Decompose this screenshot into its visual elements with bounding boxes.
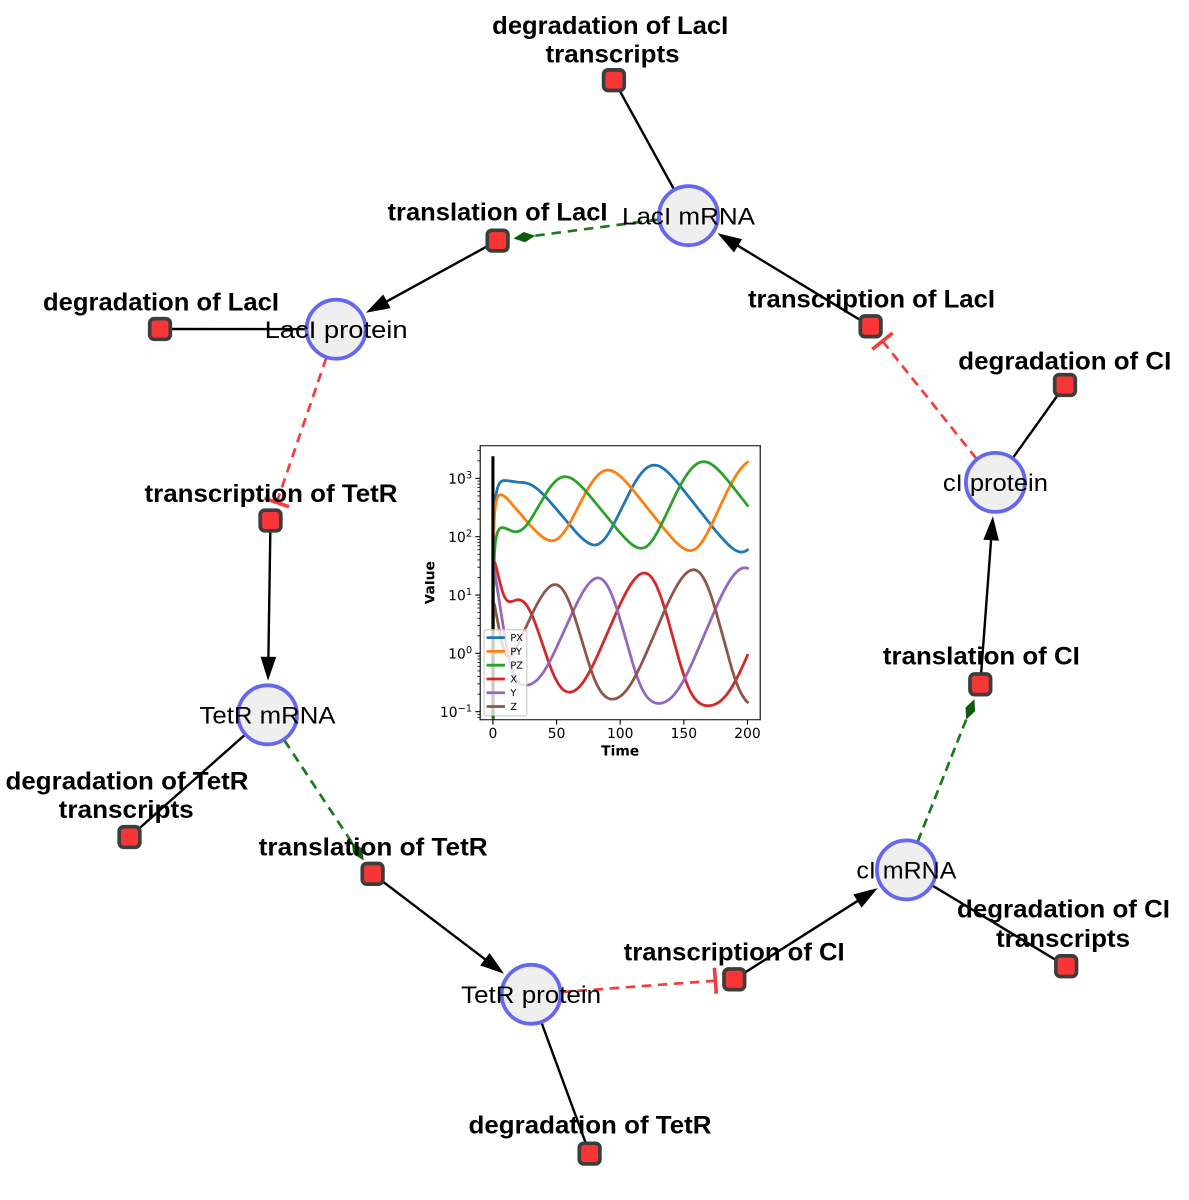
svg-text:LacI protein: LacI protein [265, 317, 408, 344]
svg-text:TetR protein: TetR protein [461, 982, 601, 1009]
svg-text:degradation of CI: degradation of CI [958, 348, 1171, 376]
svg-text:degradation of CI: degradation of CI [957, 896, 1170, 924]
svg-text:transcription of CI: transcription of CI [624, 939, 845, 967]
svg-text:translation of CI: translation of CI [883, 643, 1080, 671]
svg-text:cI protein: cI protein [943, 470, 1048, 497]
svg-text:translation of TetR: translation of TetR [259, 834, 488, 862]
svg-text:LacI mRNA: LacI mRNA [622, 203, 755, 230]
svg-text:transcripts: transcripts [59, 796, 194, 824]
svg-text:transcription of TetR: transcription of TetR [145, 480, 398, 508]
svg-text:transcripts: transcripts [546, 40, 680, 68]
svg-text:degradation of LacI: degradation of LacI [492, 12, 728, 40]
svg-text:TetR mRNA: TetR mRNA [200, 702, 336, 729]
svg-text:cI mRNA: cI mRNA [856, 858, 956, 885]
svg-text:degradation of TetR: degradation of TetR [6, 767, 249, 795]
svg-text:transcription of LacI: transcription of LacI [748, 286, 995, 314]
svg-text:degradation of LacI: degradation of LacI [43, 289, 279, 317]
svg-text:transcripts: transcripts [996, 925, 1130, 953]
svg-text:degradation of TetR: degradation of TetR [469, 1112, 712, 1140]
svg-text:translation of LacI: translation of LacI [388, 199, 608, 227]
